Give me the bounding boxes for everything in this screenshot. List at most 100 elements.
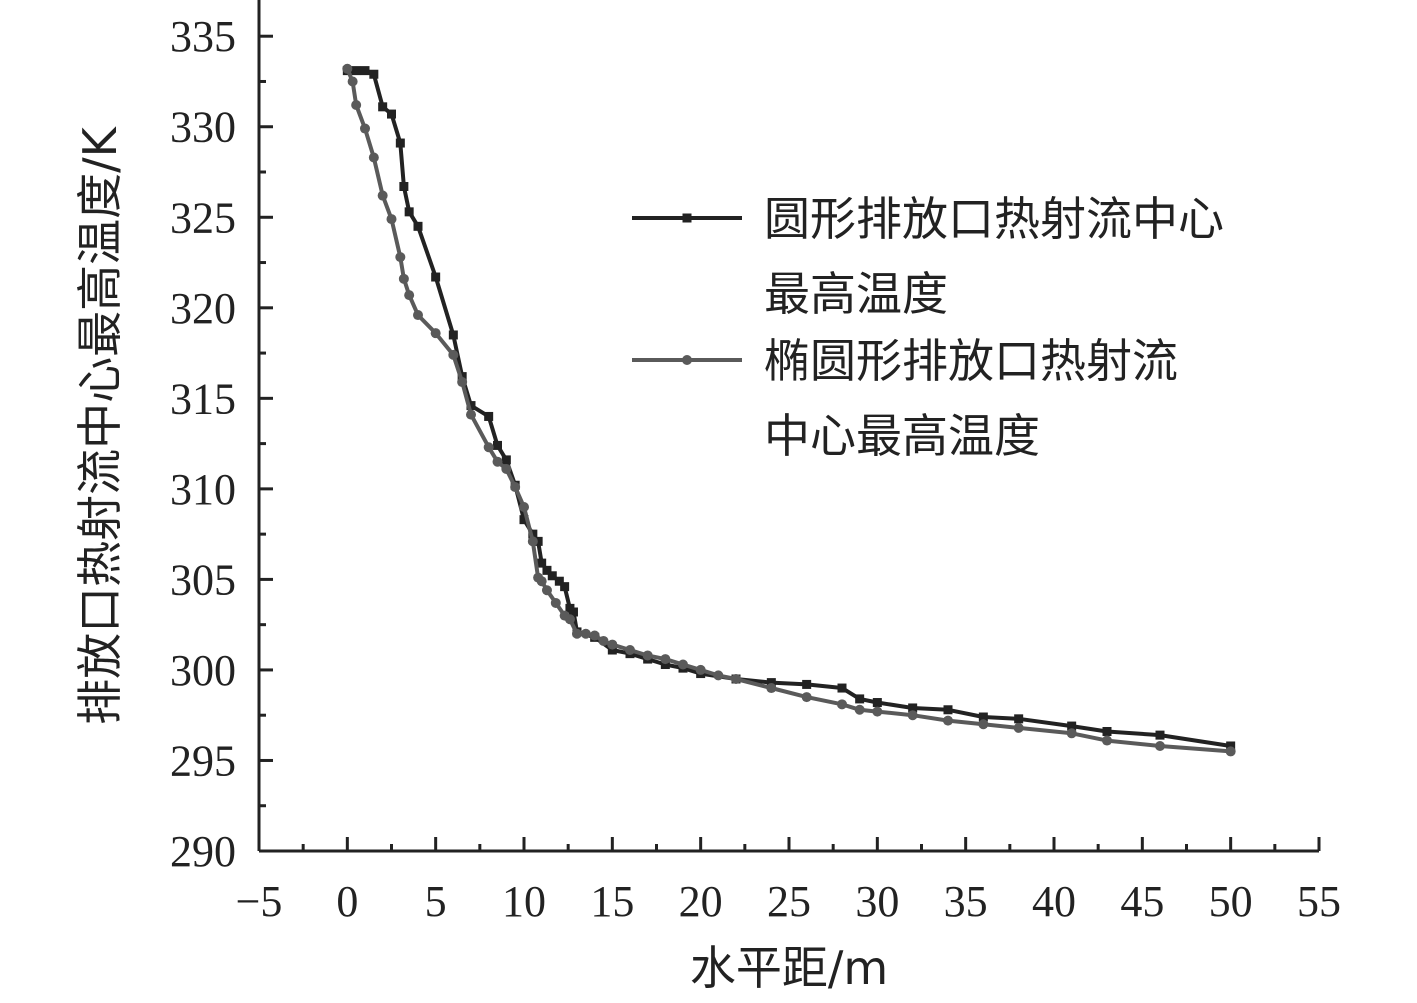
data-point xyxy=(1102,726,1112,736)
x-axis-title: 水平距/m xyxy=(690,941,888,995)
data-point xyxy=(907,710,918,721)
data-point xyxy=(1014,714,1024,724)
data-point xyxy=(457,377,468,388)
data-point xyxy=(404,207,414,217)
data-point xyxy=(580,628,591,639)
data-point xyxy=(660,660,670,670)
data-point xyxy=(547,571,557,581)
data-point xyxy=(360,123,370,134)
legend-marker xyxy=(682,355,692,365)
legend-marker xyxy=(682,213,692,223)
data-point xyxy=(533,536,543,546)
data-point xyxy=(501,455,511,465)
x-tick-label: 55 xyxy=(1297,877,1341,926)
x-axis-ticks: −5 0 5 10 15 20 25 30 35 40 45 50 55 xyxy=(236,837,1341,926)
data-point xyxy=(541,585,552,596)
data-point xyxy=(766,678,776,688)
data-point xyxy=(413,310,423,321)
data-point xyxy=(542,565,552,575)
data-point xyxy=(430,328,441,339)
data-point xyxy=(908,703,918,713)
data-point xyxy=(678,659,688,670)
data-point xyxy=(368,152,379,163)
x-tick-label: 40 xyxy=(1032,877,1076,926)
data-point xyxy=(492,456,503,467)
data-point xyxy=(802,679,812,689)
data-point xyxy=(395,138,405,148)
data-point xyxy=(536,576,547,587)
data-point xyxy=(398,273,409,284)
series-2 xyxy=(342,63,1236,757)
y-tick-label: 315 xyxy=(170,374,236,423)
data-point xyxy=(501,463,512,474)
data-point xyxy=(510,482,521,493)
x-tick-label: 35 xyxy=(944,877,988,926)
data-point xyxy=(351,66,361,76)
y-tick-label: 330 xyxy=(170,103,236,152)
y-tick-label: 320 xyxy=(170,284,236,333)
data-point xyxy=(369,69,379,79)
data-point xyxy=(943,705,953,715)
y-tick-label: 335 xyxy=(170,12,236,61)
y-tick-label: 295 xyxy=(170,736,236,785)
x-tick-label: −5 xyxy=(236,877,283,926)
series-layer xyxy=(342,63,1236,757)
data-point xyxy=(483,442,494,453)
data-point xyxy=(431,272,441,282)
data-point xyxy=(568,607,578,617)
legend-label: 圆形排放口热射流中心 xyxy=(764,192,1224,246)
x-tick-label: 0 xyxy=(336,877,358,926)
data-point xyxy=(413,221,423,231)
data-point xyxy=(466,409,476,420)
y-tick-label: 300 xyxy=(170,646,236,695)
data-point xyxy=(642,650,653,661)
data-point xyxy=(872,698,882,708)
data-point xyxy=(554,576,564,586)
data-point xyxy=(978,719,989,730)
legend-label: 最高温度 xyxy=(764,267,948,321)
data-point xyxy=(713,670,724,681)
data-point xyxy=(607,639,618,650)
data-point xyxy=(1067,721,1077,731)
data-point xyxy=(589,630,600,641)
x-tick-label: 25 xyxy=(767,877,811,926)
data-point xyxy=(660,654,671,665)
data-point xyxy=(560,582,570,592)
x-tick-label: 30 xyxy=(855,877,899,926)
data-point xyxy=(519,501,529,512)
data-point xyxy=(855,694,865,704)
data-point xyxy=(731,673,741,684)
y-axis-title: 排放口热射流中心最高温度/K xyxy=(73,125,127,724)
data-point xyxy=(854,704,865,715)
data-point xyxy=(448,330,458,340)
data-point xyxy=(1225,746,1236,757)
data-point xyxy=(564,614,575,625)
data-point xyxy=(837,683,847,693)
data-point xyxy=(347,76,358,87)
x-tick-label: 5 xyxy=(425,877,447,926)
data-point xyxy=(943,715,953,726)
data-point xyxy=(978,712,988,722)
data-point xyxy=(484,411,494,421)
data-point xyxy=(466,401,476,411)
data-point xyxy=(399,181,409,191)
data-point xyxy=(342,63,353,74)
y-tick-label: 325 xyxy=(170,193,236,242)
data-point xyxy=(387,109,396,119)
y-tick-label: 290 xyxy=(170,827,236,876)
data-point xyxy=(1226,741,1236,751)
data-point xyxy=(837,699,847,710)
data-point xyxy=(395,252,406,263)
x-tick-label: 15 xyxy=(590,877,634,926)
data-point xyxy=(1066,728,1077,739)
data-point xyxy=(378,102,388,112)
legend-label: 椭圆形排放口热射流 xyxy=(764,334,1178,388)
data-point xyxy=(377,190,388,201)
data-point xyxy=(1013,722,1024,733)
x-tick-label: 50 xyxy=(1209,877,1253,926)
data-point xyxy=(1155,730,1165,740)
data-point xyxy=(550,597,561,608)
